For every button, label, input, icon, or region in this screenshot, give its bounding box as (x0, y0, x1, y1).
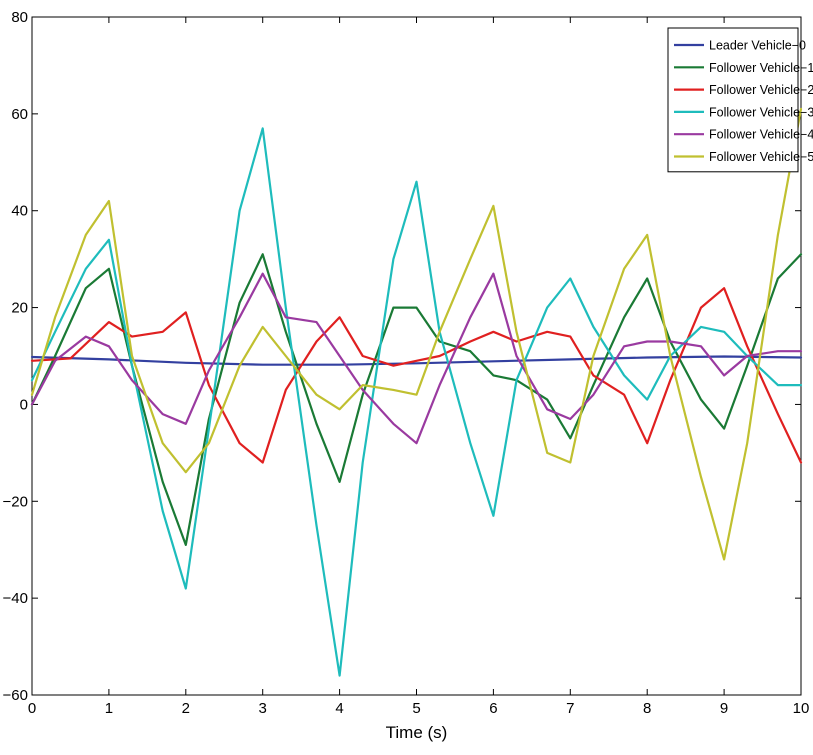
y-tick-label: 20 (11, 300, 28, 317)
x-tick-label: 2 (182, 700, 190, 717)
y-tick-label: 80 (11, 9, 28, 26)
x-tick-label: 1 (105, 700, 113, 717)
legend-label: Follower Vehicle−5 (709, 150, 813, 164)
legend-label: Follower Vehicle−1 (709, 61, 813, 75)
x-axis-label: Time (s) (386, 723, 448, 742)
x-tick-label: 9 (720, 700, 728, 717)
series-layer (30, 107, 803, 677)
x-tick-label: 10 (793, 700, 810, 717)
y-tick-label: −60 (3, 687, 28, 704)
legend: Leader Vehicle−0 Follower Vehicle−1 Follow… (667, 27, 813, 173)
legend-label: Follower Vehicle−3 (709, 105, 813, 119)
x-tick-label: 6 (489, 700, 497, 717)
y-tick-label: 40 (11, 203, 28, 220)
series-line-2 (30, 287, 803, 464)
x-tick-label: 5 (412, 700, 420, 717)
x-tick-label: 7 (566, 700, 574, 717)
legend-label: Follower Vehicle−2 (709, 83, 813, 97)
y-tick-label: 60 (11, 106, 28, 123)
series-line-4 (30, 272, 803, 445)
y-tick-label: −20 (3, 493, 28, 510)
series-line-0 (30, 355, 803, 366)
series-line-5 (30, 107, 803, 561)
y-tick-label: 0 (20, 396, 28, 413)
legend-box (667, 27, 799, 173)
x-tick-label: 0 (28, 700, 36, 717)
legend-label: Follower Vehicle−4 (709, 128, 813, 142)
x-tick-label: 8 (643, 700, 651, 717)
axis-ticks: 0 1 2 3 4 5 6 7 8 9 10 −60 −40 −20 0 20 40 60 80 (3, 9, 810, 717)
y-tick-label: −40 (3, 590, 28, 607)
x-tick-label: 3 (259, 700, 267, 717)
x-tick-label: 4 (335, 700, 343, 717)
legend-label: Leader Vehicle−0 (709, 39, 806, 53)
